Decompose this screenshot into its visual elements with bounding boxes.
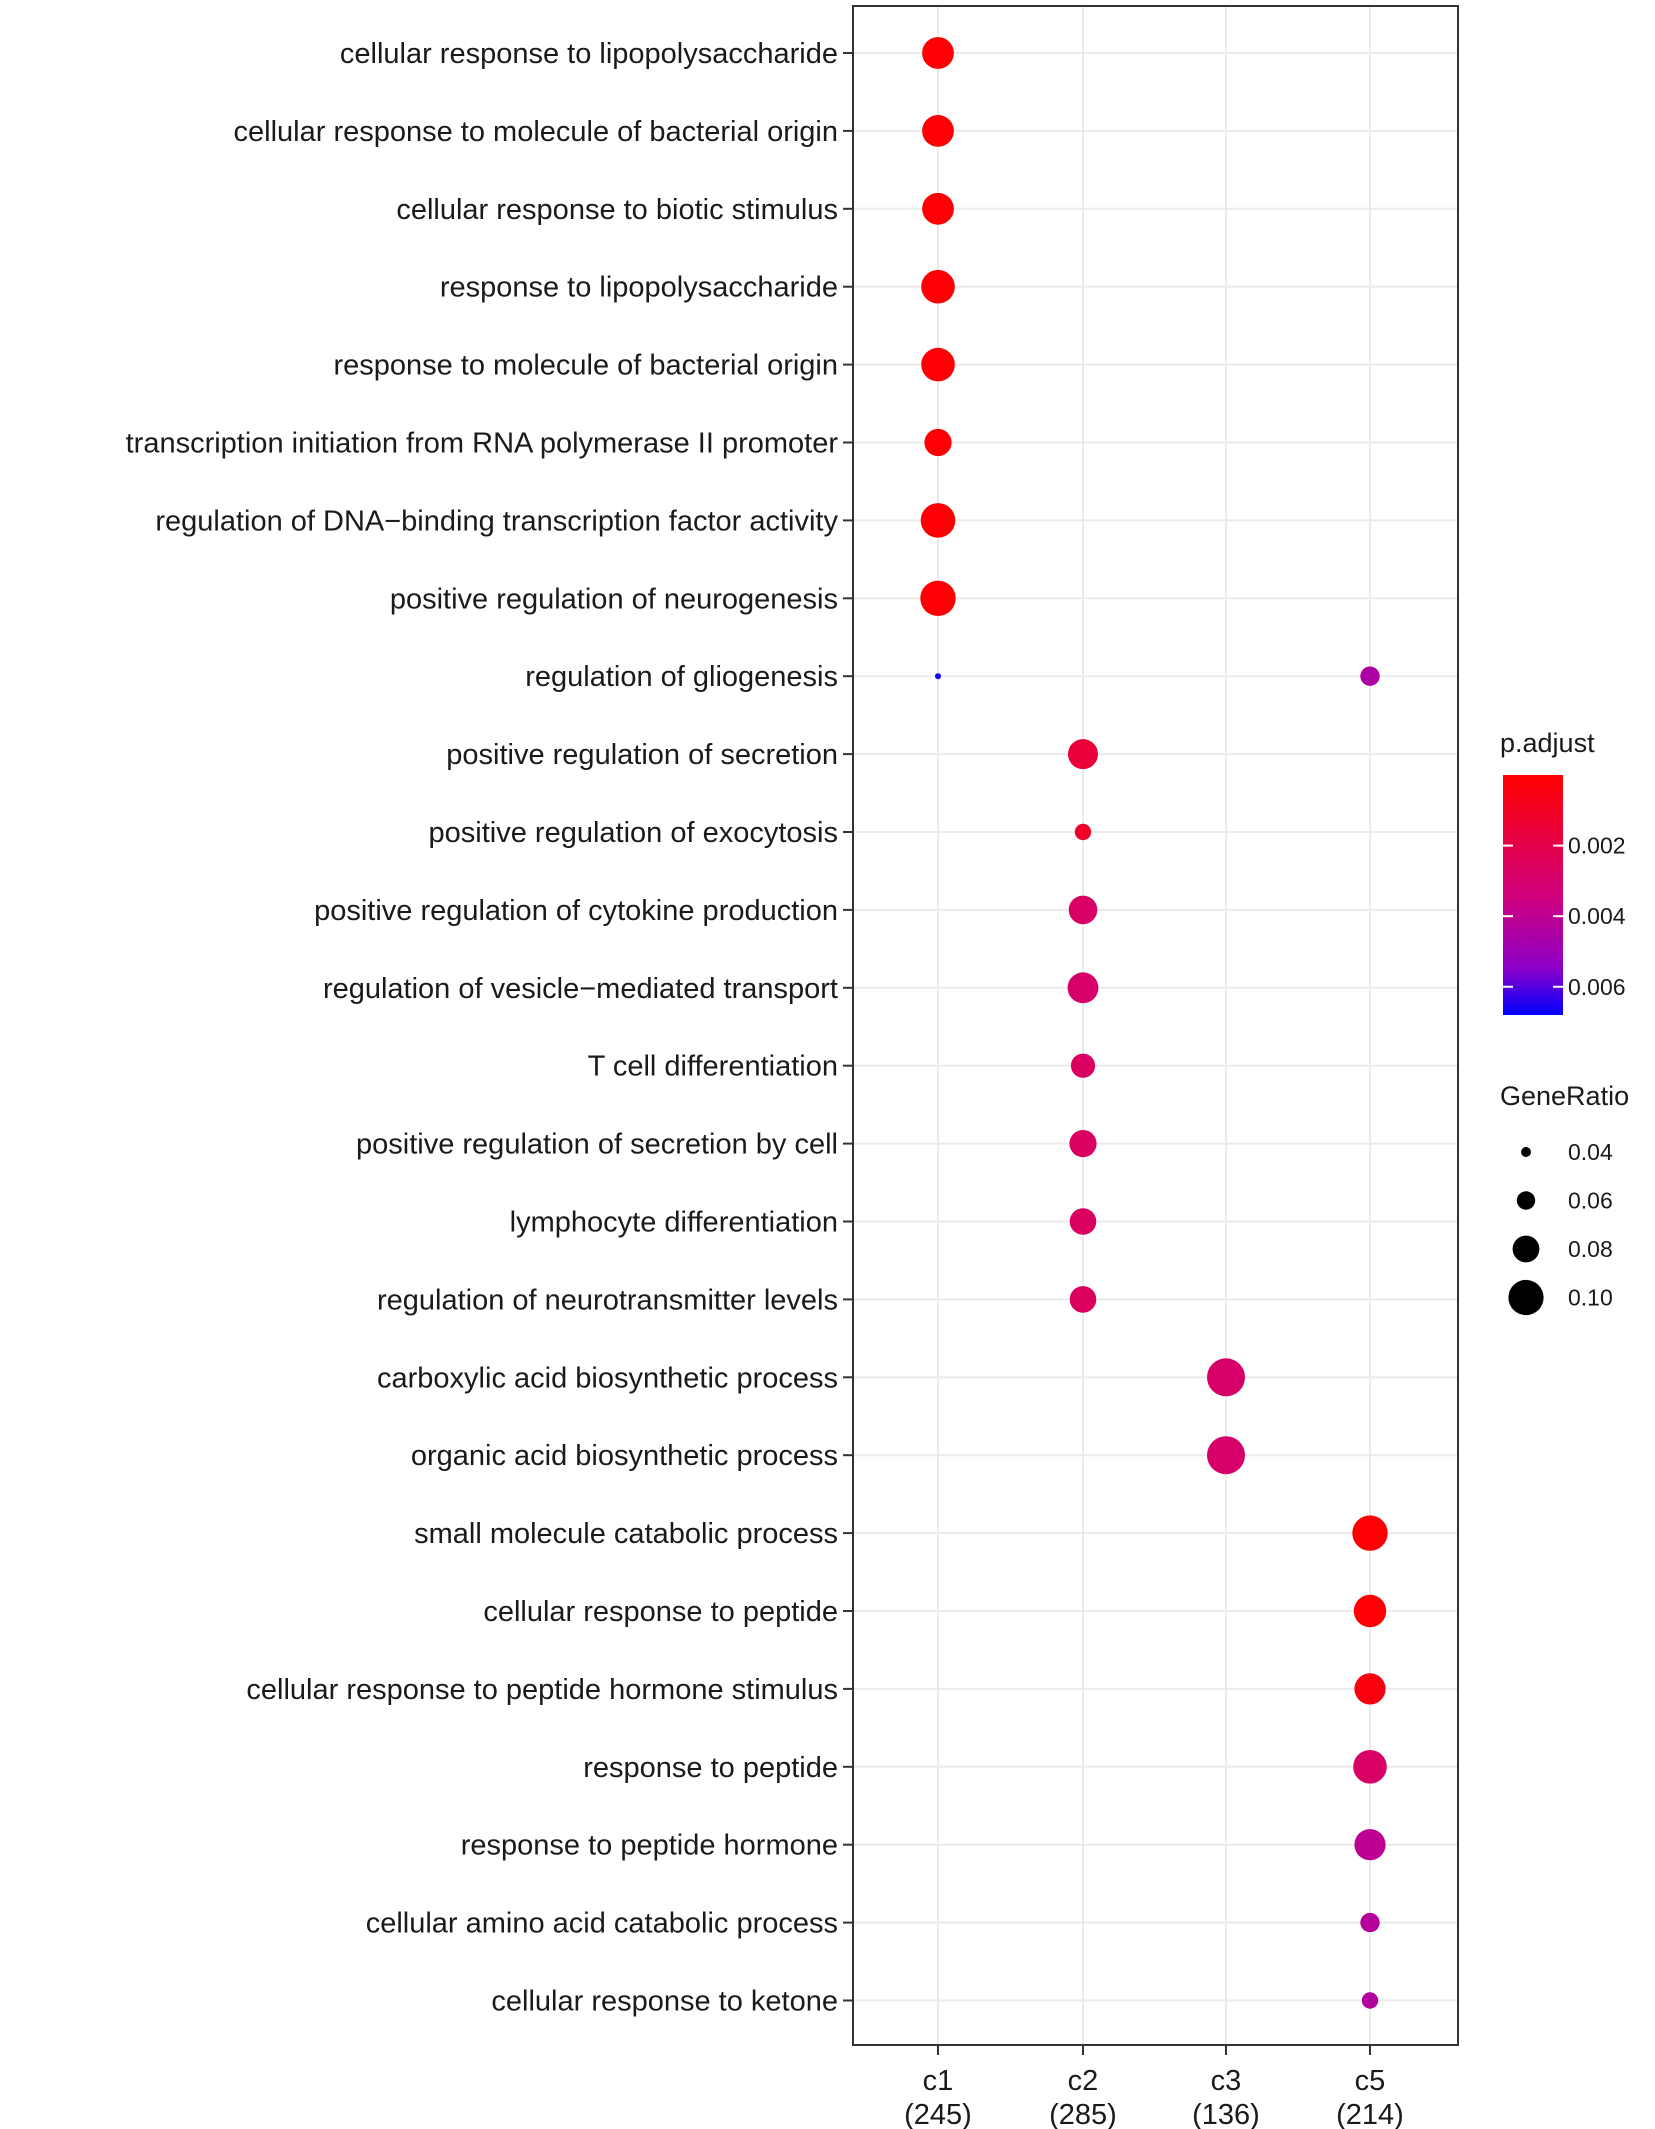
size-key-dot	[1516, 1191, 1536, 1210]
x-axis-ticks	[937, 2045, 1371, 2055]
color-tick-label: 0.006	[1568, 974, 1626, 1000]
dot-c5	[1353, 1594, 1387, 1628]
dot-c1	[920, 580, 956, 616]
y-label: response to molecule of bacterial origin	[333, 350, 838, 382]
y-label: positive regulation of exocytosis	[429, 817, 838, 849]
y-label: regulation of gliogenesis	[525, 661, 838, 693]
y-axis-labels: cellular response to lipopolysaccharide c…	[126, 38, 839, 2018]
x-count-c3: (136)	[1192, 2099, 1260, 2129]
y-label: positive regulation of secretion by cell	[356, 1129, 838, 1161]
dot-c5	[1352, 1515, 1388, 1551]
size-legend-keys: 0.04 0.06 0.08 0.10	[1508, 1139, 1613, 1316]
y-label: organic acid biosynthetic process	[411, 1440, 838, 1472]
panel-border	[852, 5, 1459, 2046]
dot-c2	[1074, 823, 1092, 841]
size-key-dot	[1521, 1147, 1531, 1157]
x-axis-labels: c1(245) c2(285) c3(136) c5(214)	[904, 2065, 1404, 2129]
y-label: cellular response to ketone	[491, 1986, 838, 2018]
x-label-c1: c1	[923, 2065, 954, 2097]
y-label: transcription initiation from RNA polyme…	[126, 428, 839, 460]
dot-c5	[1360, 666, 1380, 686]
size-key-dot	[1512, 1235, 1540, 1263]
color-legend-ticks: 0.002 0.004 0.006	[1503, 833, 1626, 1000]
y-label: T cell differentiation	[588, 1051, 838, 1083]
y-label: cellular response to peptide hormone sti…	[246, 1674, 838, 1706]
dot-c2	[1069, 1208, 1097, 1235]
y-label: carboxylic acid biosynthetic process	[377, 1362, 838, 1394]
dot-c3	[1207, 1358, 1245, 1397]
dot-c3	[1207, 1436, 1245, 1475]
size-key-dot	[1508, 1279, 1544, 1316]
dot-c1	[921, 347, 955, 382]
dot-c1	[920, 503, 956, 538]
y-axis-ticks	[843, 52, 853, 2002]
y-label: response to peptide hormone	[461, 1830, 838, 1862]
dot-c5	[1354, 1829, 1386, 1861]
size-key-label: 0.08	[1568, 1236, 1613, 1262]
y-label: positive regulation of cytokine producti…	[314, 895, 838, 927]
y-label: cellular response to peptide	[483, 1596, 838, 1628]
dot-c5	[1353, 1750, 1387, 1784]
dot-c5	[1361, 1992, 1379, 2009]
size-key-label: 0.10	[1568, 1285, 1613, 1311]
data-points	[920, 37, 1388, 2009]
y-label: small molecule catabolic process	[414, 1518, 838, 1550]
dot-c5	[1354, 1673, 1386, 1705]
y-label: regulation of neurotransmitter levels	[377, 1284, 838, 1316]
dot-c1	[924, 428, 952, 457]
y-label: cellular response to biotic stimulus	[396, 194, 838, 226]
dot-c5	[1360, 1912, 1380, 1933]
y-label: cellular response to lipopolysaccharide	[340, 38, 838, 70]
color-tick-label: 0.004	[1568, 903, 1626, 929]
x-label-c5: c5	[1355, 2065, 1386, 2097]
dot-c2	[1070, 1053, 1096, 1078]
size-key-label: 0.04	[1568, 1139, 1613, 1165]
x-count-c1: (245)	[904, 2099, 972, 2129]
dot-c1	[922, 192, 954, 225]
dot-c2	[1068, 895, 1098, 925]
y-label: regulation of DNA−binding transcription …	[155, 505, 838, 537]
dot-c2	[1068, 739, 1098, 770]
y-label: regulation of vesicle−mediated transport	[323, 973, 838, 1005]
x-label-c3: c3	[1211, 2065, 1242, 2097]
dot-c2	[1067, 972, 1099, 1004]
y-label: positive regulation of neurogenesis	[390, 583, 838, 615]
color-legend-title: p.adjust	[1500, 728, 1595, 758]
x-label-c2: c2	[1068, 2065, 1099, 2097]
dot-c2	[1069, 1286, 1097, 1313]
size-legend-title: GeneRatio	[1500, 1081, 1629, 1111]
dot-c2	[1069, 1130, 1097, 1158]
dot-c1	[922, 114, 954, 147]
x-count-c5: (214)	[1336, 2099, 1404, 2129]
y-label: cellular amino acid catabolic process	[366, 1908, 838, 1940]
size-key-label: 0.06	[1568, 1188, 1613, 1214]
y-label: cellular response to molecule of bacteri…	[234, 116, 838, 148]
y-label: positive regulation of secretion	[446, 739, 838, 771]
color-legend-bar	[1503, 775, 1563, 1015]
color-legend: p.adjust 0.002 0.004 0.006	[1500, 728, 1626, 1015]
dot-c1	[922, 37, 954, 69]
x-count-c2: (285)	[1049, 2099, 1117, 2129]
dot-c1	[935, 673, 941, 680]
y-label: response to lipopolysaccharide	[440, 272, 838, 304]
color-tick-label: 0.002	[1568, 833, 1626, 859]
size-legend: GeneRatio 0.04 0.06 0.08 0.10	[1500, 1081, 1629, 1316]
dot-c1	[921, 269, 955, 304]
y-label: response to peptide	[583, 1752, 838, 1784]
y-label: lymphocyte differentiation	[510, 1207, 838, 1239]
